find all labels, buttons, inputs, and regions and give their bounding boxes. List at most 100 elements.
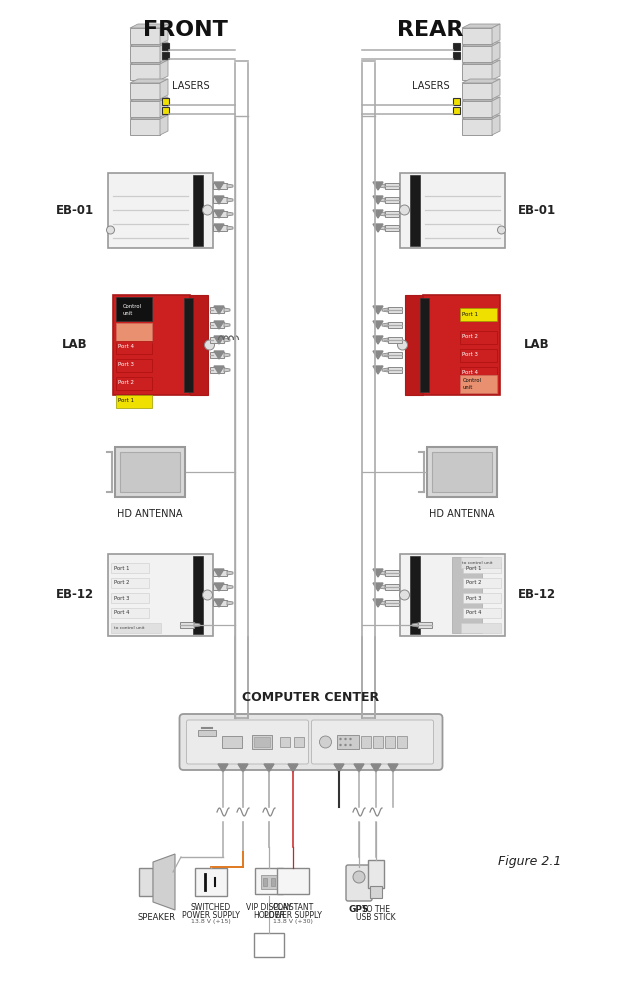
Bar — [261, 875, 277, 889]
Bar — [385, 197, 399, 203]
Polygon shape — [214, 210, 224, 218]
Text: Port 1: Port 1 — [119, 398, 134, 403]
Bar — [388, 322, 402, 328]
Bar — [263, 878, 267, 886]
Polygon shape — [227, 212, 233, 216]
Polygon shape — [130, 60, 168, 64]
Text: Control
unit: Control unit — [123, 304, 141, 316]
Circle shape — [399, 590, 409, 600]
Polygon shape — [382, 308, 388, 312]
Bar — [213, 600, 227, 606]
Polygon shape — [227, 601, 233, 605]
Polygon shape — [130, 101, 160, 117]
Polygon shape — [227, 585, 233, 589]
Bar — [453, 107, 460, 114]
Circle shape — [399, 205, 409, 215]
Polygon shape — [214, 306, 224, 314]
Bar — [111, 593, 149, 603]
Polygon shape — [227, 184, 233, 188]
Bar — [162, 98, 169, 105]
Bar — [388, 352, 402, 358]
Text: Port 4: Port 4 — [463, 370, 478, 375]
Bar — [460, 367, 496, 380]
Circle shape — [320, 736, 332, 748]
Bar — [384, 736, 394, 748]
Polygon shape — [379, 601, 385, 605]
Circle shape — [339, 744, 341, 746]
Polygon shape — [462, 119, 492, 135]
Bar — [116, 323, 152, 343]
Polygon shape — [130, 119, 160, 135]
Text: LAB: LAB — [524, 338, 550, 352]
Text: EB-01: EB-01 — [518, 204, 556, 217]
Polygon shape — [492, 79, 500, 99]
Text: GPS: GPS — [349, 904, 369, 914]
Bar — [221, 736, 241, 748]
Polygon shape — [373, 351, 383, 359]
FancyBboxPatch shape — [312, 720, 434, 764]
Circle shape — [397, 340, 407, 350]
Bar — [460, 331, 496, 344]
Bar — [116, 377, 152, 390]
Bar — [213, 570, 227, 576]
Circle shape — [231, 740, 236, 744]
Polygon shape — [214, 336, 224, 344]
Polygon shape — [160, 60, 168, 80]
Text: EB-01: EB-01 — [56, 204, 94, 217]
Polygon shape — [373, 224, 383, 232]
Polygon shape — [462, 101, 492, 117]
Bar — [190, 295, 208, 395]
Text: Port 2: Port 2 — [119, 380, 134, 385]
FancyBboxPatch shape — [346, 865, 372, 901]
Circle shape — [339, 738, 341, 740]
Polygon shape — [224, 338, 230, 342]
Polygon shape — [264, 764, 274, 772]
Bar — [251, 735, 271, 749]
Bar — [162, 107, 169, 114]
Bar — [460, 623, 501, 633]
Circle shape — [205, 340, 215, 350]
Bar — [111, 578, 149, 588]
Text: REAR: REAR — [397, 20, 463, 40]
Bar — [116, 395, 152, 408]
Text: Port 2: Port 2 — [463, 334, 478, 340]
Text: 13.8 V (+30): 13.8 V (+30) — [273, 920, 313, 924]
Bar — [120, 452, 180, 492]
Polygon shape — [373, 336, 383, 344]
Bar — [388, 337, 402, 343]
Bar — [139, 868, 153, 896]
Bar — [279, 737, 289, 747]
Text: POWER SUPPLY: POWER SUPPLY — [264, 910, 322, 920]
Polygon shape — [382, 353, 388, 357]
Bar — [370, 886, 382, 898]
Polygon shape — [379, 585, 385, 589]
Polygon shape — [288, 764, 298, 772]
Polygon shape — [462, 28, 492, 44]
Text: LAB: LAB — [62, 338, 88, 352]
Polygon shape — [130, 83, 160, 99]
Text: LASERS: LASERS — [172, 81, 210, 91]
Bar — [453, 43, 460, 50]
Bar — [108, 554, 213, 636]
Bar — [254, 933, 284, 957]
Polygon shape — [214, 182, 224, 190]
Bar — [210, 307, 224, 313]
Text: Port 1: Port 1 — [113, 566, 129, 570]
Text: SPEAKER: SPEAKER — [138, 914, 176, 922]
Text: Port 4: Port 4 — [119, 344, 134, 350]
Polygon shape — [373, 321, 383, 329]
Polygon shape — [379, 212, 385, 216]
Polygon shape — [153, 854, 175, 910]
Bar — [385, 600, 399, 606]
Circle shape — [345, 744, 346, 746]
Bar — [361, 736, 371, 748]
Bar — [373, 736, 383, 748]
Circle shape — [223, 740, 228, 744]
Polygon shape — [379, 198, 385, 202]
Polygon shape — [214, 196, 224, 204]
Bar — [108, 172, 213, 247]
Bar — [192, 174, 203, 245]
Polygon shape — [462, 97, 500, 101]
Text: 13.8 V (+15): 13.8 V (+15) — [191, 920, 231, 924]
Polygon shape — [371, 764, 381, 772]
